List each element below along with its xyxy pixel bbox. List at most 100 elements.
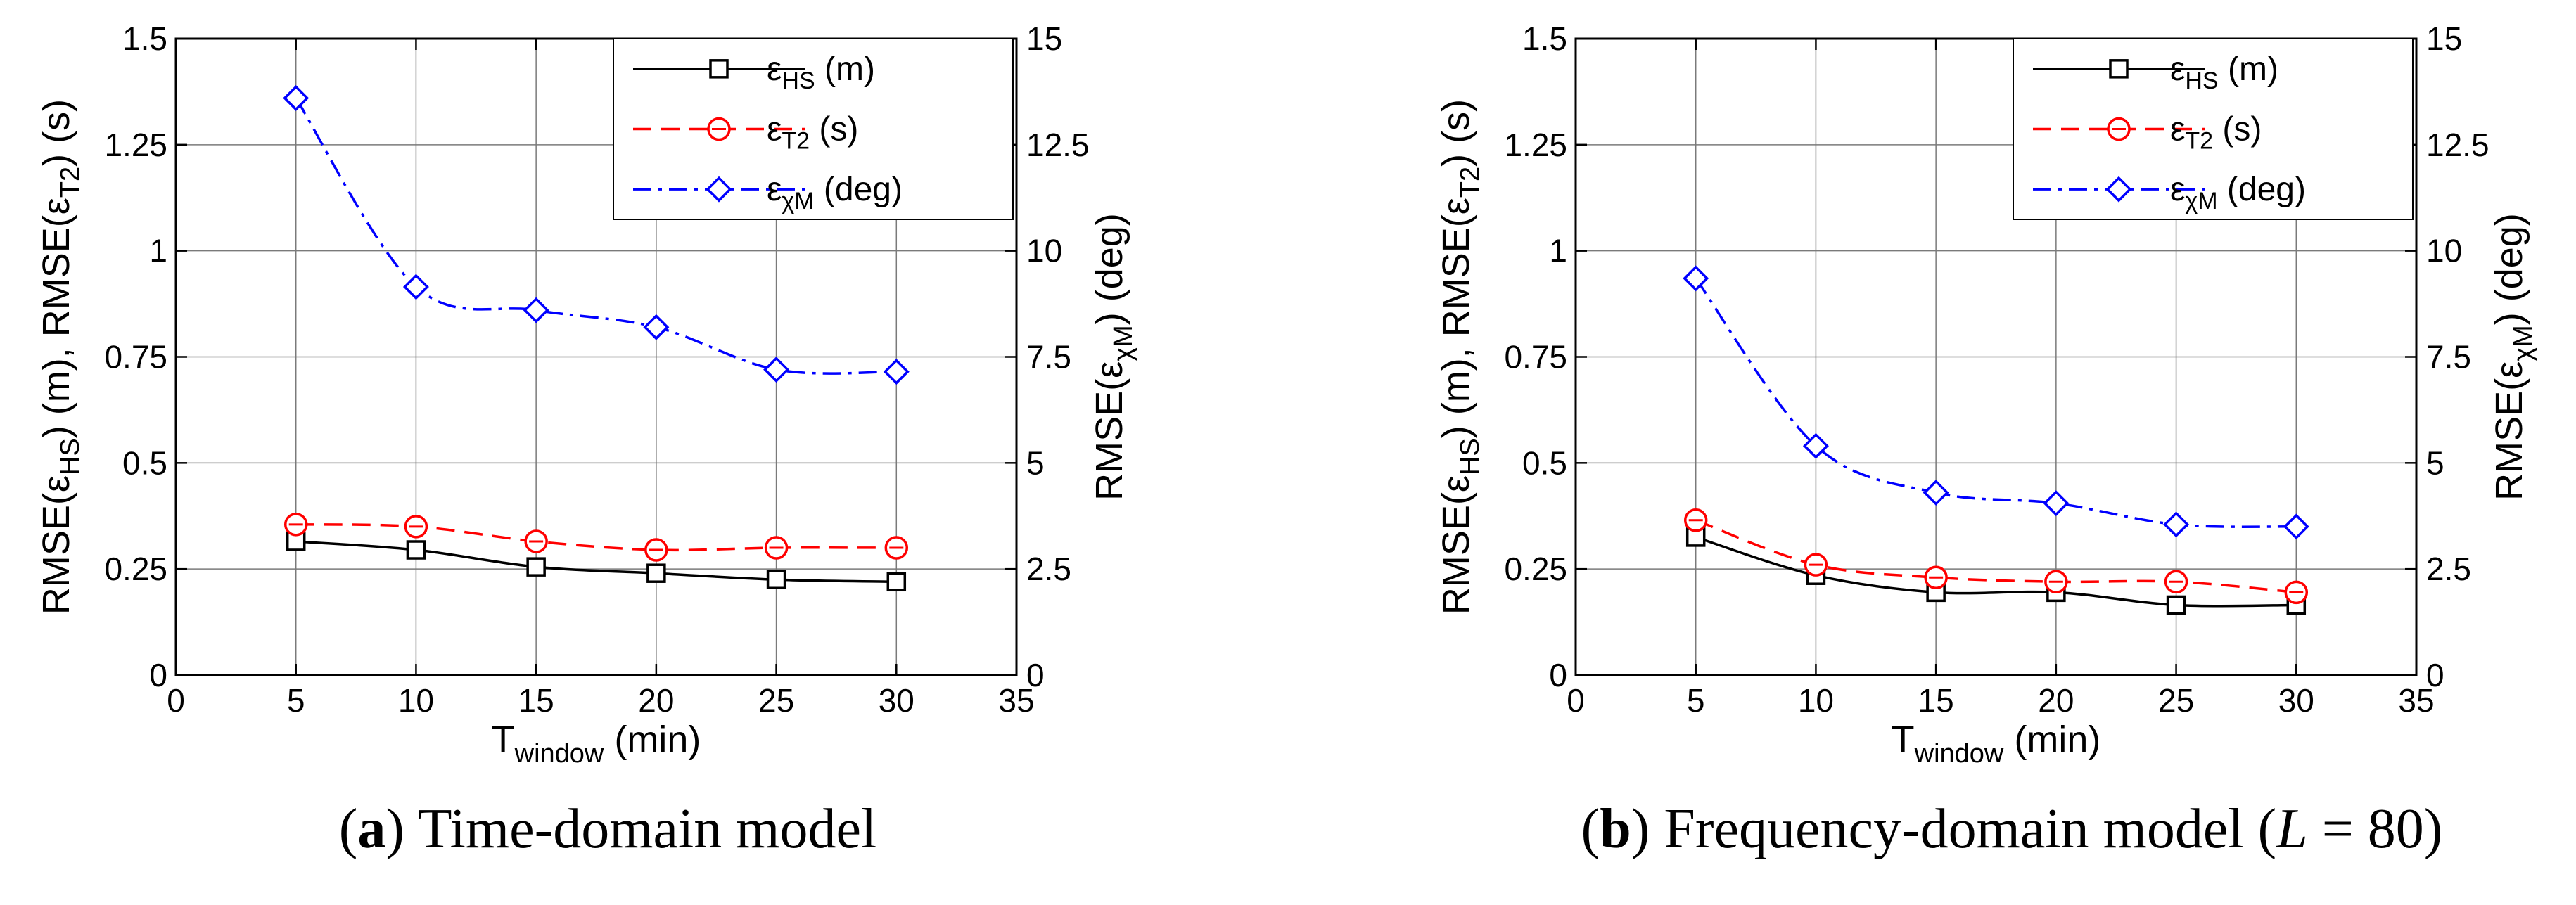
legend-marker xyxy=(2105,176,2132,203)
data-point xyxy=(763,357,790,383)
y-right-tick-label: 7.5 xyxy=(1026,339,1071,376)
x-axis-title: Twindow (min) xyxy=(1892,719,2101,769)
data-point xyxy=(2043,490,2070,517)
y-left-tick-label: 1.5 xyxy=(1522,20,1567,57)
y-left-tick-label: 0.5 xyxy=(122,444,167,481)
y-right-tick-label: 0 xyxy=(2426,657,2444,693)
legend-label: εT2 (s) xyxy=(2170,111,2262,155)
y-right-tick-label: 2.5 xyxy=(2426,551,2471,587)
y-left-tick-label: 0.5 xyxy=(1522,444,1567,481)
caption-a: (a) Time-domain model xyxy=(339,798,876,860)
x-tick-label: 20 xyxy=(638,682,674,719)
x-tick-label: 10 xyxy=(398,682,434,719)
data-point xyxy=(404,515,428,539)
series-hs xyxy=(286,532,907,592)
y-right-axis-title: RMSE(εχM) (deg) xyxy=(1088,213,1138,501)
y-left-tick-label: 1.5 xyxy=(122,20,167,57)
x-tick-label: 5 xyxy=(287,682,305,719)
ticks: 0 5 10 15 20 25 30 3500.250.50.7511.251.502.557… xyxy=(104,20,1089,719)
legend-label: εχM (deg) xyxy=(2170,171,2306,214)
legend: εHS (m) εT2 (s) εχM (deg) xyxy=(2013,38,2414,220)
series-χm xyxy=(283,84,910,385)
y-right-tick-label: 10 xyxy=(1026,233,1062,269)
x-tick-label: 15 xyxy=(518,682,554,719)
y-right-tick-label: 5 xyxy=(1026,444,1045,481)
y-right-tick-label: 0 xyxy=(1026,657,1045,693)
series-line xyxy=(1695,519,2297,594)
data-point xyxy=(1924,565,1948,589)
data-point xyxy=(2044,570,2068,594)
series-t2 xyxy=(1683,508,2309,605)
data-point xyxy=(886,572,907,592)
series-line xyxy=(295,540,897,584)
y-left-tick-label: 0.75 xyxy=(104,339,167,376)
y-left-tick-label: 1 xyxy=(1549,233,1567,269)
y-right-tick-label: 12.5 xyxy=(2426,127,2489,163)
x-tick-label: 20 xyxy=(2038,682,2074,719)
y-left-tick-label: 0.25 xyxy=(104,551,167,587)
data-point xyxy=(644,538,668,562)
x-tick-label: 30 xyxy=(879,682,914,719)
data-point xyxy=(1683,265,1709,292)
data-point xyxy=(643,314,670,340)
x-tick-label: 10 xyxy=(1798,682,1834,719)
y-right-tick-label: 10 xyxy=(2426,233,2462,269)
data-point xyxy=(2166,595,2186,615)
data-point xyxy=(884,536,909,560)
legend-marker xyxy=(2107,117,2131,141)
data-point xyxy=(283,84,310,111)
y-left-axis-title: RMSE(εHS) (m), RMSE(εT2) (s) xyxy=(1435,99,1485,615)
x-axis-title: Twindow (min) xyxy=(492,719,701,769)
data-point xyxy=(1683,508,1708,532)
data-point xyxy=(524,529,548,553)
x-tick-label: 35 xyxy=(998,682,1034,719)
x-tick-label: 35 xyxy=(2398,682,2434,719)
legend-label: εHS (m) xyxy=(767,51,875,94)
chart-panel-a: 0 5 10 15 20 25 30 3500.250.50.7511.251.502.557… xyxy=(35,20,1138,769)
legend: εHS (m) εT2 (s) εχM (deg) xyxy=(613,38,1014,220)
y-right-axis-title: RMSE(εχM) (deg) xyxy=(2488,213,2538,501)
y-left-tick-label: 1.25 xyxy=(1504,127,1567,163)
data-point xyxy=(1804,553,1828,577)
legend-marker xyxy=(709,59,729,79)
x-tick-label: 0 xyxy=(1567,682,1585,719)
data-point xyxy=(646,563,666,583)
data-point xyxy=(1802,432,1829,459)
y-left-tick-label: 0.75 xyxy=(1504,339,1567,376)
y-left-tick-label: 0 xyxy=(149,657,167,693)
legend-label: εχM (deg) xyxy=(767,171,903,214)
legend-label: εHS (m) xyxy=(2170,51,2278,94)
series-χm xyxy=(1683,265,2309,540)
y-right-tick-label: 2.5 xyxy=(1026,551,1071,587)
data-point xyxy=(2163,511,2190,538)
y-left-tick-label: 0 xyxy=(1549,657,1567,693)
legend-label: εT2 (s) xyxy=(767,111,858,155)
data-point xyxy=(2283,513,2309,540)
x-tick-label: 0 xyxy=(167,682,185,719)
x-tick-label: 15 xyxy=(1918,682,1954,719)
data-point xyxy=(2284,580,2309,605)
y-left-tick-label: 1.25 xyxy=(104,127,167,163)
data-point xyxy=(526,557,546,577)
ticks: 0 5 10 15 20 25 30 3500.250.50.7511.251.502.557… xyxy=(1504,20,2489,719)
legend-marker xyxy=(707,117,731,141)
legend-marker xyxy=(706,176,732,203)
data-point xyxy=(764,536,789,560)
y-right-tick-label: 7.5 xyxy=(2426,339,2471,376)
chart-panel-b: 0 5 10 15 20 25 30 3500.250.50.7511.251.502.557… xyxy=(1435,20,2538,769)
x-tick-label: 25 xyxy=(758,682,794,719)
data-point xyxy=(2164,570,2188,594)
data-point xyxy=(883,359,910,385)
y-left-tick-label: 0.25 xyxy=(1504,551,1567,587)
data-point xyxy=(283,513,308,537)
series-line xyxy=(1695,277,2297,528)
data-point xyxy=(1923,480,1949,506)
y-right-tick-label: 5 xyxy=(2426,444,2444,481)
data-point xyxy=(523,297,549,323)
caption-b: (b) Frequency-domain model (L = 80) xyxy=(1581,798,2443,860)
y-right-tick-label: 15 xyxy=(1026,20,1062,57)
y-left-axis-title: RMSE(εHS) (m), RMSE(εT2) (s) xyxy=(35,99,85,615)
y-right-tick-label: 12.5 xyxy=(1026,127,1090,163)
series-line xyxy=(1695,536,2297,608)
